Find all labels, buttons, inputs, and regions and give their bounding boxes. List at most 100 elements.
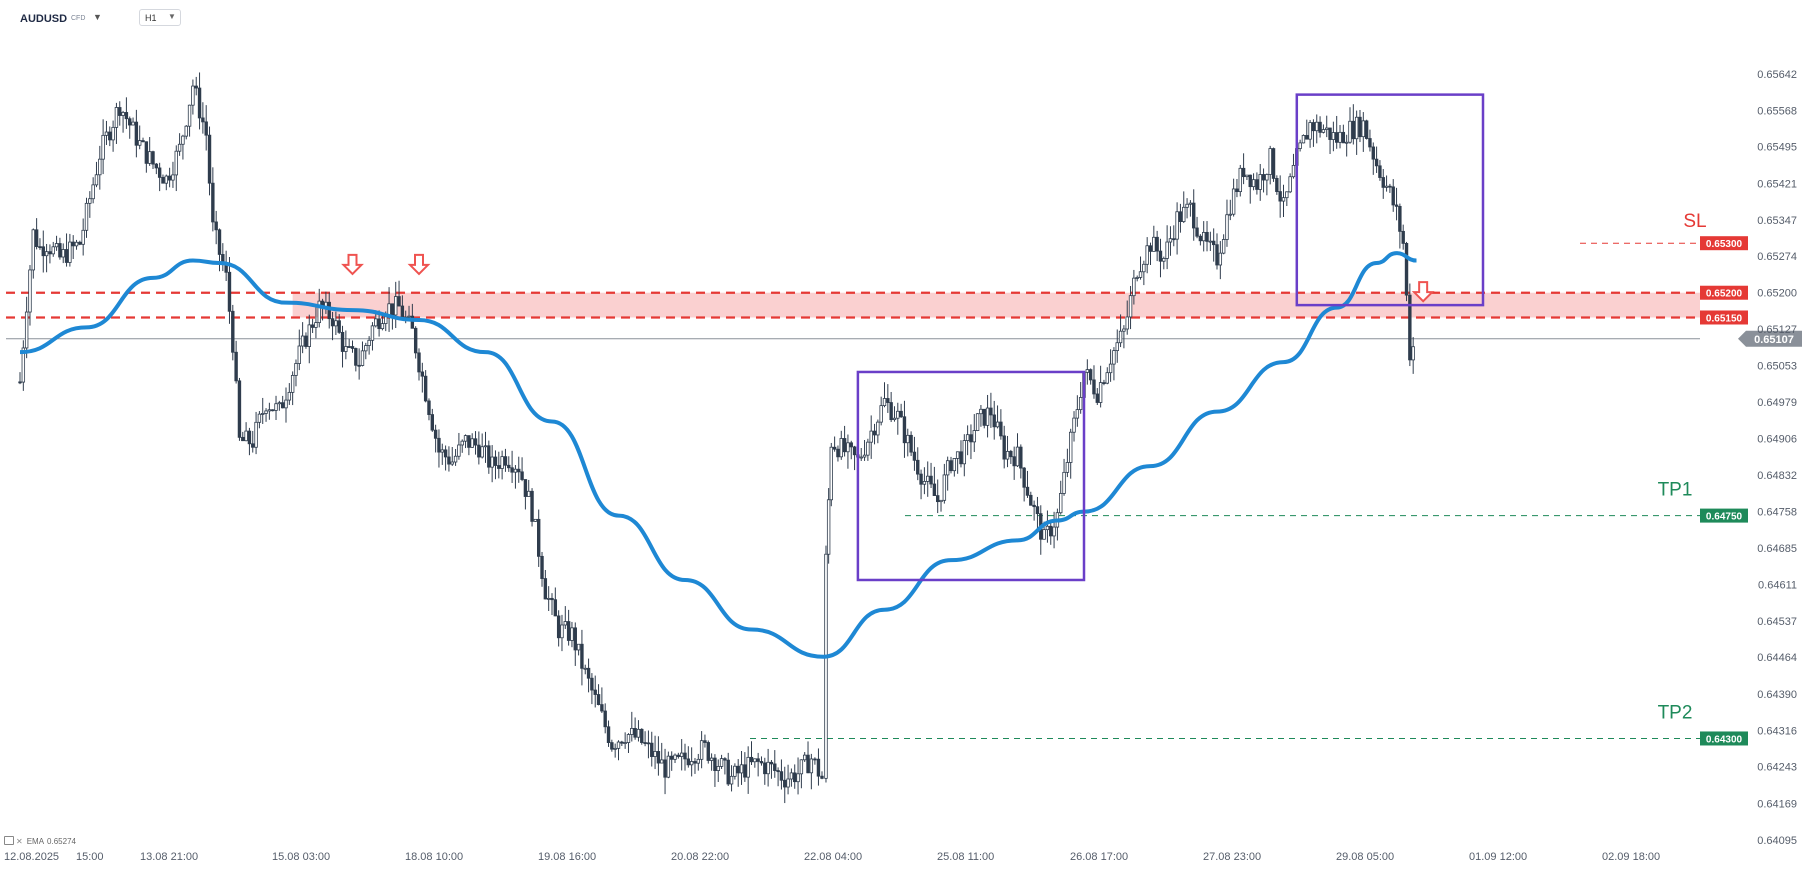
candle-body <box>1069 431 1073 463</box>
timeframe-selector[interactable]: H1 ▼ <box>139 9 181 26</box>
y-tick-label: 0.65127 <box>1757 324 1797 336</box>
candle-body <box>540 555 544 579</box>
symbol-dropdown-icon[interactable]: ▼ <box>93 12 102 22</box>
candle-body <box>663 759 667 778</box>
candle-body <box>1228 213 1232 216</box>
candle-body <box>214 221 218 231</box>
candle-body <box>626 734 631 743</box>
indicator-settings-icon[interactable] <box>4 836 14 845</box>
candle-body <box>171 174 175 181</box>
candle-body <box>297 345 301 364</box>
y-tick-label: 0.64611 <box>1758 579 1797 591</box>
y-tick-label: 0.64095 <box>1757 835 1797 847</box>
candle-body <box>1022 467 1026 488</box>
candle-body <box>1248 174 1252 188</box>
candle-body <box>739 764 744 774</box>
candle-body <box>824 553 828 779</box>
candle-body <box>354 348 358 366</box>
candle-body <box>813 758 817 761</box>
candle-body <box>1354 116 1359 140</box>
candle-body <box>523 479 528 497</box>
candle-body <box>1235 188 1239 193</box>
candle-body <box>650 742 654 757</box>
candle-body <box>154 163 159 169</box>
candle-body <box>1078 397 1083 411</box>
candle-body <box>51 246 55 255</box>
candle-body <box>1185 203 1189 208</box>
ema-line <box>19 251 1417 659</box>
candle-body <box>1015 446 1020 467</box>
candle-body <box>144 141 149 164</box>
candle-body <box>789 772 794 780</box>
candle-body <box>756 758 760 762</box>
candle-body <box>839 438 843 458</box>
candle-body <box>766 761 770 775</box>
candle-body <box>1052 526 1056 537</box>
candle-body <box>633 728 637 738</box>
indicator-remove-icon[interactable]: ✕ <box>16 837 23 846</box>
candle-body <box>653 751 657 757</box>
candle-body <box>543 578 548 600</box>
candle-body <box>1045 525 1050 531</box>
candle-body <box>576 643 581 651</box>
candle-body <box>400 305 405 319</box>
candle-body <box>693 761 697 764</box>
candle-body <box>1182 206 1186 222</box>
candle-body <box>709 757 714 761</box>
candle-body <box>78 241 82 245</box>
candle-body <box>596 694 601 705</box>
candle-body <box>480 446 484 458</box>
candle-body <box>683 752 687 760</box>
candle-body <box>433 429 438 439</box>
candle-body <box>979 408 983 415</box>
x-tick-label: 27.08 23:00 <box>1203 851 1261 863</box>
candle-body <box>174 150 178 176</box>
candle-body <box>942 474 947 501</box>
symbol-name[interactable]: AUDUSD <box>20 13 68 25</box>
candle-body <box>267 409 272 412</box>
price-tag-SL <box>1700 236 1748 251</box>
candle-body <box>922 481 927 485</box>
candle-body <box>453 455 458 463</box>
sell-arrow-icon <box>1411 281 1435 303</box>
candle-body <box>583 667 587 670</box>
candle-body <box>656 751 661 764</box>
candle-body <box>1125 316 1129 330</box>
candle-body <box>204 121 208 136</box>
candle-body <box>327 301 331 320</box>
candle-body <box>357 364 361 367</box>
candle-body <box>1328 127 1332 140</box>
candle-body <box>926 475 930 482</box>
candle-body <box>241 436 245 442</box>
candle-body <box>1198 235 1203 242</box>
candle-body <box>487 445 491 468</box>
price-tag-resistance-upper <box>1700 285 1748 300</box>
candle-body <box>497 465 501 469</box>
candle-body <box>437 437 441 453</box>
candle-body <box>58 243 62 258</box>
candle-body <box>646 742 651 745</box>
candle-body <box>417 352 421 373</box>
candle-body <box>676 754 681 757</box>
candle-body <box>18 381 22 384</box>
candle-body <box>640 728 644 743</box>
candle-body <box>786 778 790 788</box>
candle-body <box>573 627 577 651</box>
candle-body <box>1155 236 1159 252</box>
candle-body <box>972 430 976 443</box>
candle-body <box>197 87 202 119</box>
candle-body <box>566 621 571 641</box>
candle-body <box>533 518 538 522</box>
candle-body <box>1145 245 1149 265</box>
candle-body <box>1009 450 1013 458</box>
candle-body <box>1341 131 1346 144</box>
price-tag-label-resistance-lower: 0.65150 <box>1706 313 1743 324</box>
candle-body <box>1358 116 1362 138</box>
candle-body <box>962 440 966 465</box>
candle-body <box>347 346 351 348</box>
candle-body <box>796 773 800 783</box>
candle-body <box>1335 132 1339 143</box>
candle-body <box>1221 239 1226 254</box>
candle-body <box>743 764 747 778</box>
